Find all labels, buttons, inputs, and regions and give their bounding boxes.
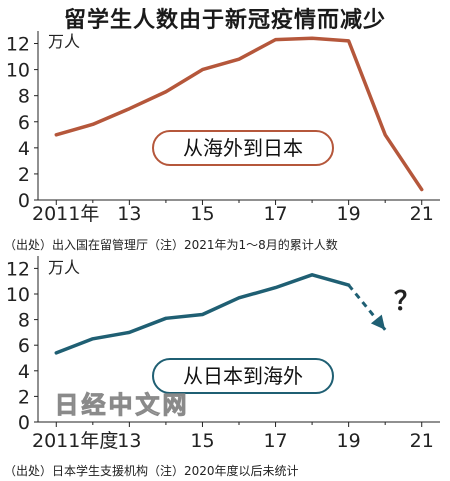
chart2-data-point (274, 286, 277, 289)
chart2-data-point (384, 328, 387, 331)
chart1-y-tick-label: 2 (18, 164, 30, 186)
chart2-question-annotation: ？ (394, 287, 420, 317)
chart1-data-point (384, 133, 387, 136)
chart2-data-point (128, 331, 131, 334)
chart1-x-tick-label: 13 (117, 203, 141, 225)
chart1-y-tick-label: 0 (18, 190, 30, 212)
chart2-y-tick-label: 8 (18, 310, 30, 332)
chart2-legend-label: 从日本到海外 (183, 364, 303, 388)
chart2-data-point (238, 296, 241, 299)
chart1-source-note: （出处）出入国在留管理厅（注）2021年为1～8月的累计人数 (4, 238, 338, 252)
chart2-x-tick-label: 13 (117, 430, 141, 452)
chart2-series-arrowhead (370, 314, 386, 330)
chart2-y-unit-label: 万人 (48, 258, 80, 277)
chart1-y-unit-label: 万人 (48, 32, 80, 51)
chart2-data-point (311, 273, 314, 276)
chart2-legend-box (152, 358, 334, 394)
chart2-x-tick-label: 17 (263, 430, 287, 452)
chart2-x-tick-label: 2011年度 (32, 430, 118, 452)
chart2-y-tick-label: 10 (6, 284, 30, 306)
chart2-y-tick-label: 2 (18, 386, 30, 408)
chart1-data-point (311, 37, 314, 40)
chart2-x-tick-label: 15 (190, 430, 214, 452)
chart1-data-point (201, 68, 204, 71)
chart1-x-tick-label: 2011年 (32, 203, 99, 225)
chart1-x-tick-label: 15 (190, 203, 214, 225)
chart1-x-tick-label: 21 (410, 203, 434, 225)
chart2-source-note: （出处）日本学生支援机构（注）2020年度以后未统计 (4, 464, 299, 478)
chart1-data-point (274, 38, 277, 41)
chart1-data-point (128, 107, 131, 110)
chart1-x-tick-label: 19 (337, 203, 361, 225)
chart2-y-tick-label: 12 (6, 258, 30, 280)
chart2-watermark: 日经中文网 (55, 391, 190, 419)
chart1-y-tick-label: 4 (18, 138, 30, 160)
chart-title: 留学生人数由于新冠疫情而减少 (63, 8, 386, 33)
chart2-y-tick-label: 0 (18, 412, 30, 434)
chart1-data-point (347, 39, 350, 42)
chart2-x-tick-label: 19 (337, 430, 361, 452)
chart1-data-point (164, 90, 167, 93)
chart2-data-point (55, 351, 58, 354)
chart1-x-tick-label: 17 (263, 203, 287, 225)
chart1-y-tick-label: 12 (6, 34, 30, 56)
chart1-y-tick-label: 8 (18, 86, 30, 108)
chart1-data-point (55, 133, 58, 136)
chart1-legend-label: 从海外到日本 (183, 136, 303, 160)
chart2-x-tick-label: 21 (410, 430, 434, 452)
chart1-data-point (91, 123, 94, 126)
chart1-data-point (238, 58, 241, 61)
chart2-data-point (164, 317, 167, 320)
chart1-data-point (420, 188, 423, 191)
chart1-y-tick-label: 10 (6, 60, 30, 82)
chart2-y-tick-label: 4 (18, 361, 30, 383)
chart2-y-tick-label: 6 (18, 335, 30, 357)
chart2-data-point (201, 313, 204, 316)
chart1-y-tick-label: 6 (18, 112, 30, 134)
chart2-series-line (54, 273, 351, 355)
chart2-data-point (91, 337, 94, 340)
chart2-data-point (347, 284, 350, 287)
chart1-series-line (54, 36, 424, 192)
chart1-legend-box (152, 130, 334, 166)
